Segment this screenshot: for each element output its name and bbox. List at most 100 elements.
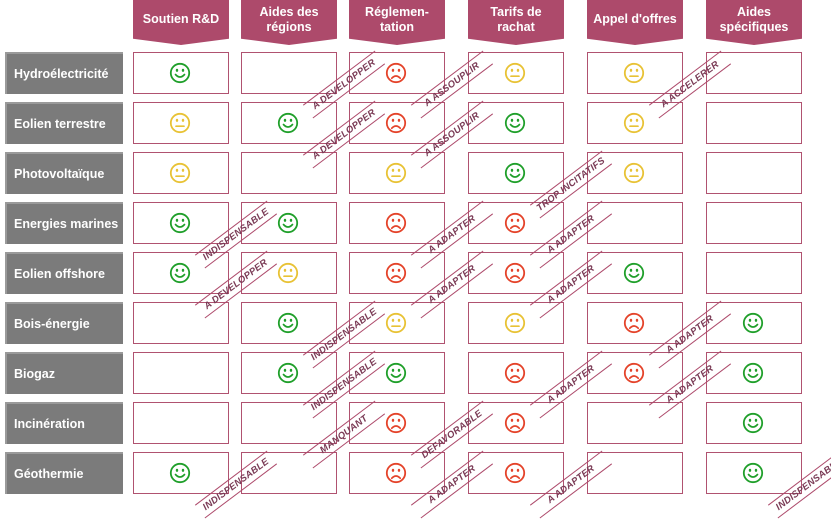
smiley-sad-icon [623,312,645,334]
smiley-happy-icon [277,362,299,384]
matrix-cell [587,252,683,294]
matrix-cell [349,402,445,444]
smiley-sad-icon [385,262,407,284]
matrix-cell [468,202,564,244]
row-label: Photovoltaïque [5,152,123,194]
column-header-label: Réglemen- tation [365,4,429,34]
smiley-sad-icon [504,212,526,234]
smiley-sad-icon [385,62,407,84]
matrix-cell [587,452,683,494]
matrix-cell [587,152,683,194]
row-label: Bois-énergie [5,302,123,344]
smiley-neutral-icon [623,112,645,134]
matrix-cell [133,452,229,494]
smiley-sad-icon [623,362,645,384]
column-header: Aides des régions [241,0,337,45]
row-label: Energies marines [5,202,123,244]
matrix-cell [706,102,802,144]
smiley-neutral-icon [623,162,645,184]
smiley-neutral-icon [623,62,645,84]
row-label: Biogaz [5,352,123,394]
matrix-cell [349,452,445,494]
matrix-cell [133,352,229,394]
smiley-sad-icon [504,462,526,484]
matrix-cell [349,202,445,244]
row-label: Eolien offshore [5,252,123,294]
smiley-sad-icon [504,262,526,284]
smiley-happy-icon [742,462,764,484]
row-label: Hydroélectricité [5,52,123,94]
matrix-cell [241,152,337,194]
column-header: Tarifs de rachat [468,0,564,45]
matrix-cell [468,102,564,144]
smiley-neutral-icon [385,312,407,334]
matrix-cell [349,352,445,394]
matrix-cell [241,102,337,144]
matrix-cell [241,302,337,344]
matrix-cell [706,202,802,244]
matrix-cell [587,352,683,394]
smiley-happy-icon [169,462,191,484]
matrix-cell [241,452,337,494]
matrix-cell [706,52,802,94]
matrix-cell [468,52,564,94]
column-header: Aides spécifiques [706,0,802,45]
matrix-cell [706,302,802,344]
matrix-cell [468,402,564,444]
smiley-happy-icon [504,162,526,184]
matrix-cell [241,202,337,244]
matrix-cell [133,202,229,244]
matrix-cell [587,52,683,94]
matrix-cell [349,252,445,294]
matrix-cell [241,252,337,294]
matrix-cell [587,302,683,344]
matrix-cell [241,352,337,394]
smiley-sad-icon [504,362,526,384]
matrix-cell [706,402,802,444]
smiley-neutral-icon [385,162,407,184]
matrix-cell [468,302,564,344]
matrix-cell [133,102,229,144]
matrix-cell [349,302,445,344]
matrix-cell [587,202,683,244]
smiley-happy-icon [742,362,764,384]
smiley-happy-icon [385,362,407,384]
smiley-sad-icon [385,212,407,234]
smiley-happy-icon [277,212,299,234]
matrix-cell [468,152,564,194]
smiley-happy-icon [169,262,191,284]
smiley-neutral-icon [169,162,191,184]
matrix-cell [133,152,229,194]
matrix-cell [349,152,445,194]
smiley-happy-icon [169,62,191,84]
matrix-cell [349,52,445,94]
column-header-label: Aides des régions [259,4,319,34]
row-label: Eolien terrestre [5,102,123,144]
matrix-cell [587,102,683,144]
smiley-sad-icon [385,412,407,434]
matrix-cell [241,52,337,94]
smiley-neutral-icon [504,62,526,84]
row-label: Géothermie [5,452,123,494]
smiley-happy-icon [277,312,299,334]
column-header-label: Appel d'offres [593,12,677,26]
matrix-cell [468,452,564,494]
smiley-sad-icon [385,112,407,134]
matrix-cell [706,452,802,494]
column-header-label: Soutien R&D [142,12,220,26]
matrix-cell [349,102,445,144]
smiley-neutral-icon [277,262,299,284]
smiley-sad-icon [385,462,407,484]
row-label: Incinération [5,402,123,444]
column-header: Soutien R&D [133,0,229,45]
matrix-cell [706,252,802,294]
smiley-happy-icon [504,112,526,134]
column-header: Appel d'offres [587,0,683,45]
smiley-happy-icon [169,212,191,234]
column-header-label: Aides spécifiques [719,4,789,34]
matrix-cell [133,402,229,444]
column-header-label: Tarifs de rachat [490,4,542,34]
smiley-happy-icon [742,412,764,434]
matrix-cell [468,252,564,294]
